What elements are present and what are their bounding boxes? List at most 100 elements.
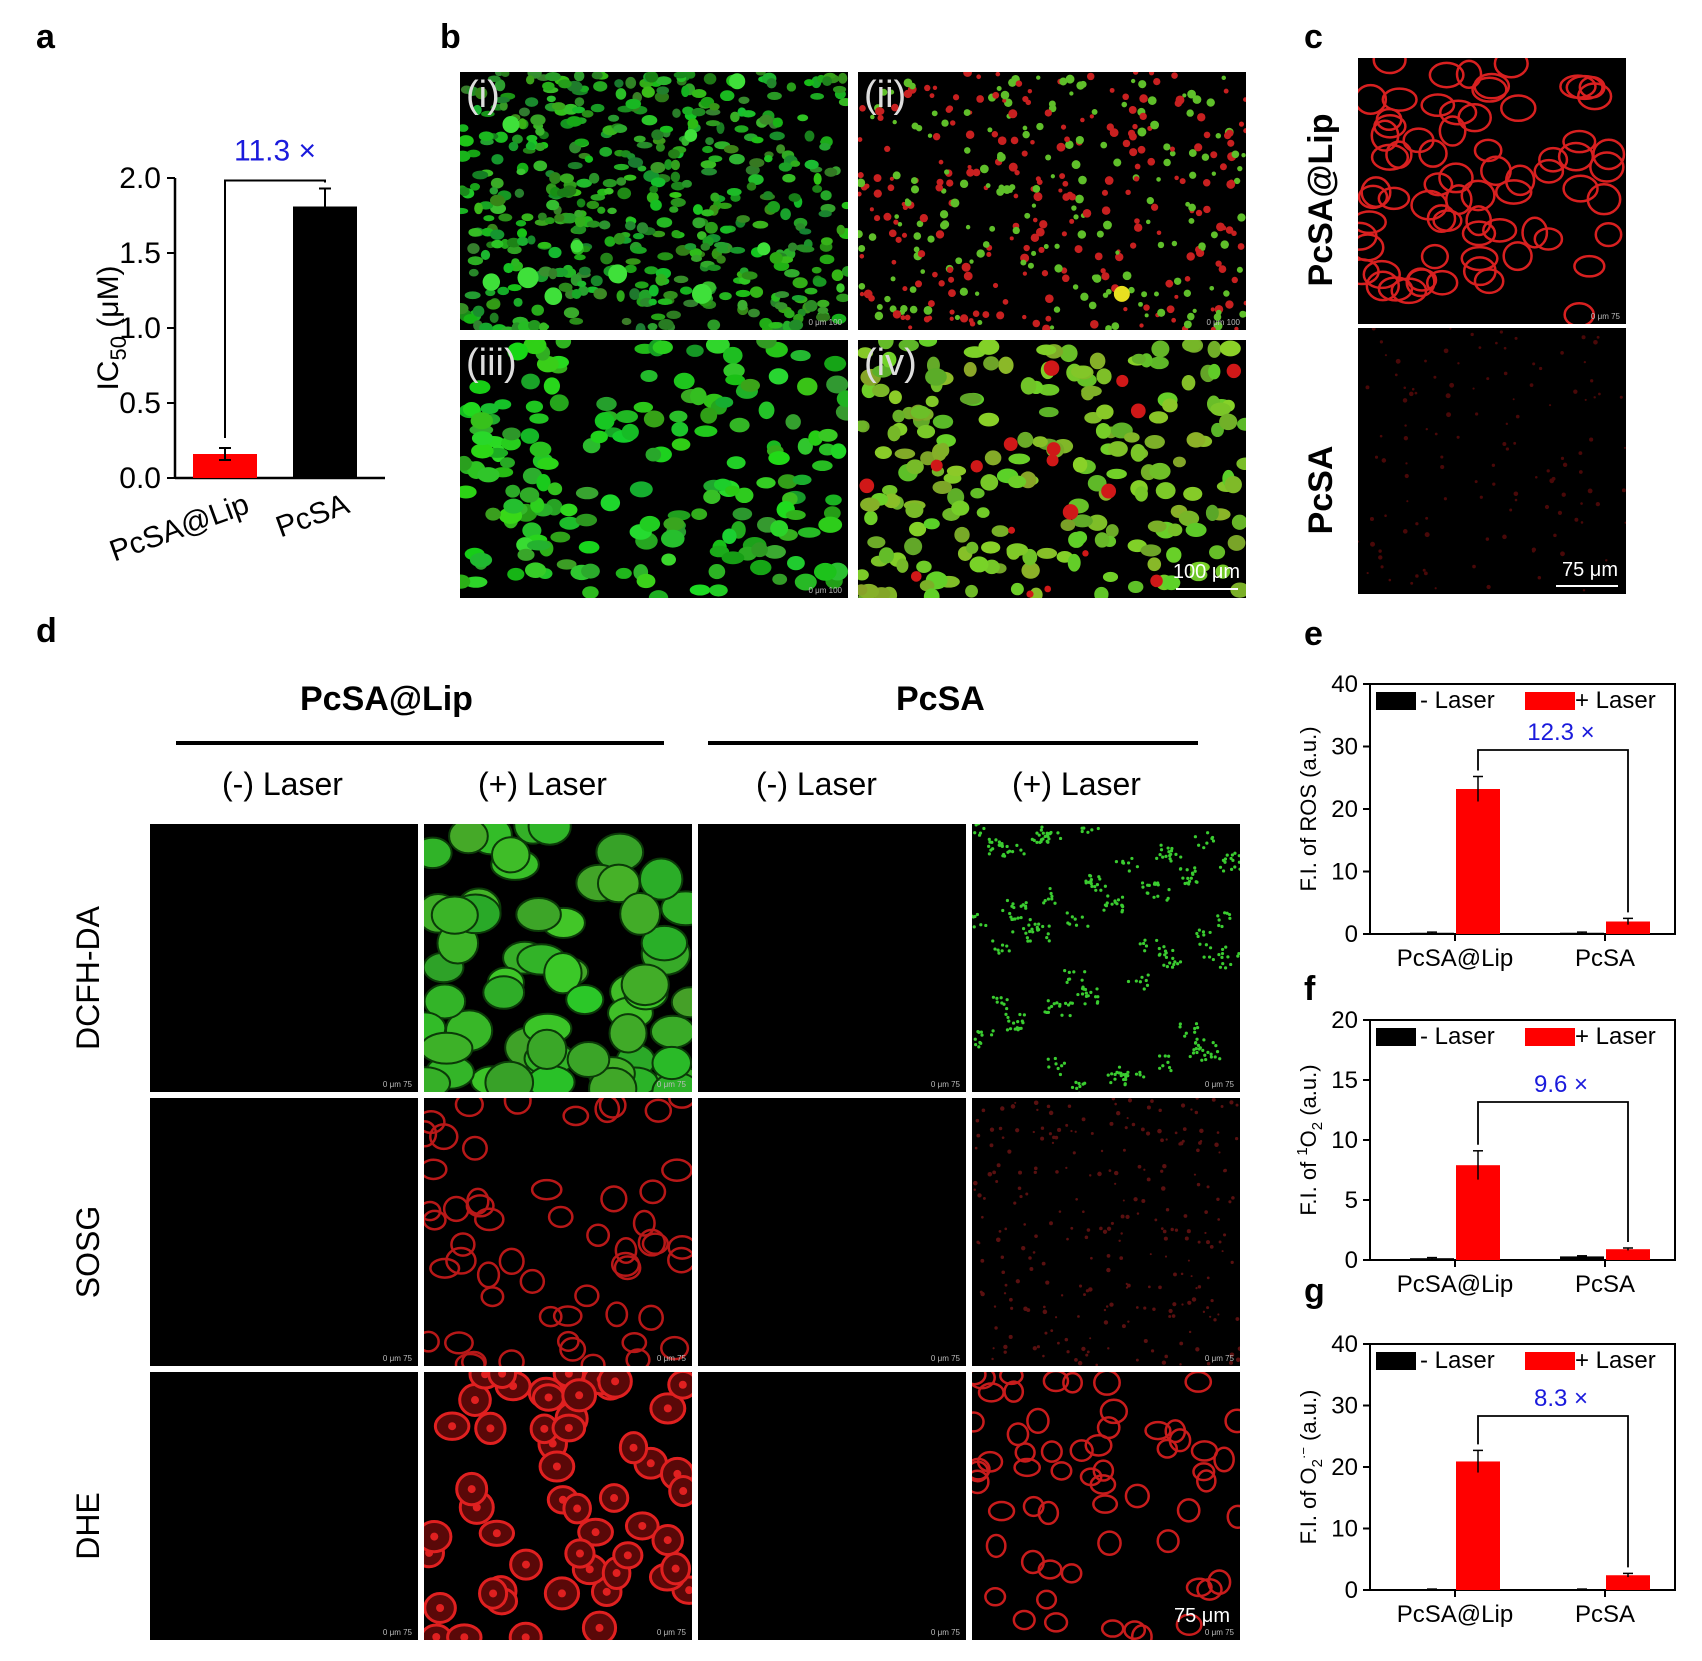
x-tick-label: PcSA [1575, 1601, 1635, 1628]
panel-label-d: d [36, 612, 57, 650]
micrograph-d-dhe-2: 0 μm 75 [698, 1372, 966, 1640]
tiny-scale: 0 μm 75 [930, 1080, 960, 1089]
legend-swatch [1376, 1028, 1416, 1046]
legend-swatch [1525, 1028, 1575, 1046]
fold-annotation: 8.3 × [1534, 1385, 1588, 1412]
legend-label: + Laser [1575, 687, 1656, 714]
panel-label-g: g [1304, 1272, 1325, 1310]
x-tick-label: PcSA@Lip [1397, 1271, 1513, 1298]
y-tick-label: 10 [1331, 859, 1358, 886]
scalebar-line [1556, 585, 1618, 587]
y-tick-label: 2.0 [119, 162, 161, 195]
y-tick-label: 10 [1331, 1516, 1358, 1543]
bar-PcSA@Lip-- Laser [1410, 1258, 1454, 1260]
micrograph-d-sosg-2: 0 μm 75 [698, 1098, 966, 1366]
x-tick-label: PcSA [272, 488, 354, 545]
cell-texture [460, 340, 848, 598]
y-tick-label: 1.0 [119, 312, 161, 345]
bar-PcSA-- Laser [1560, 1589, 1604, 1591]
cell-texture [1358, 328, 1626, 592]
micrograph-d-sosg-3: 0 μm 75 [972, 1098, 1240, 1366]
micrograph-label: (ii) [864, 74, 907, 116]
legend-label: + Laser [1575, 1347, 1656, 1374]
panel-label-a: a [36, 18, 55, 56]
significance-bracket [224, 179, 326, 438]
y-tick-label: 40 [1331, 1331, 1358, 1358]
y-tick-label: 30 [1331, 734, 1358, 761]
scalebar-label: 75 μm [1174, 1605, 1230, 1627]
x-tick-label: PcSA@Lip [105, 488, 253, 569]
micrograph-d-sosg-1: 0 μm 75 [424, 1098, 692, 1366]
tiny-scale: 0 μm 75 [1590, 312, 1620, 321]
legend-label: - Laser [1420, 1023, 1495, 1050]
chart-a-ic50: 0.0 0.5 1.0 1.5 2.0 IC50 (μM) PcSA@Lip PcSA 11.3… [92, 135, 385, 569]
plot-frame [1369, 1019, 1676, 1261]
bar-PcSA@Lip-- Laser [1410, 1589, 1454, 1591]
micrograph-label: (iv) [864, 342, 917, 384]
tiny-scale: 0 μm 75 [930, 1354, 960, 1363]
tiny-scale: 0 μm 75 [382, 1080, 412, 1089]
micrograph-b-iii: (iii) 0 μm 100 [460, 340, 848, 598]
cell-texture [1358, 58, 1626, 324]
group-divider-line [708, 741, 1198, 745]
tiny-scale: 0 μm 100 [808, 318, 842, 327]
column-label: (-) Laser [756, 766, 877, 802]
bar-PcSA-+ Laser [1606, 1575, 1650, 1590]
panel-label-e: e [1304, 615, 1323, 653]
x-tick-label: PcSA@Lip [1397, 1601, 1513, 1628]
micrograph-label: (i) [466, 74, 500, 116]
micrograph-b-iv: (iv) 100 μm [858, 340, 1246, 598]
bar-PcSA-- Laser [1560, 1256, 1604, 1260]
micrograph-c-pcsa: 75 μm [1358, 328, 1626, 594]
bar-PcSA-- Laser [1560, 932, 1604, 935]
micrograph-label: (iii) [466, 342, 517, 384]
y-axis-label: IC50 (μM) [92, 265, 131, 390]
y-tick-label: 0 [1345, 1577, 1358, 1604]
legend-label: - Laser [1420, 1347, 1495, 1374]
chart-f-singlet-oxygen: 0 5 10 15 20 F.I. of 1O2 (a.u.) PcSA@Lip PcSA - … [1294, 1007, 1676, 1298]
tiny-scale: 0 μm 75 [1204, 1354, 1234, 1363]
cell-texture [972, 824, 1240, 1092]
tiny-scale: 0 μm 75 [382, 1628, 412, 1637]
legend-label: - Laser [1420, 687, 1495, 714]
bar-PcSA@Lip-- Laser [1410, 932, 1454, 935]
fold-annotation: 12.3 × [1527, 719, 1594, 746]
scalebar-label: 75 μm [1562, 559, 1618, 581]
column-label: (+) Laser [1012, 766, 1141, 802]
y-tick-label: 0.0 [119, 462, 161, 495]
tiny-scale: 0 μm 75 [1204, 1080, 1234, 1089]
chart-e-ros: 0 10 20 30 40 F.I. of ROS (a.u.) PcSA@Lip PcSA -… [1296, 671, 1676, 972]
significance-bracket [1477, 1101, 1629, 1242]
cell-texture [424, 1372, 692, 1640]
y-tick-label: 1.5 [119, 237, 161, 270]
micrograph-b-ii: (ii) 0 μm 100 [858, 72, 1246, 330]
tiny-scale: 0 μm 75 [382, 1354, 412, 1363]
y-tick-label: 40 [1331, 671, 1358, 698]
plot-frame [1369, 683, 1676, 935]
legend-label: + Laser [1575, 1023, 1656, 1050]
micrograph-b-i: (i) 0 μm 100 [460, 72, 848, 330]
panel-label-f: f [1304, 970, 1316, 1008]
y-tick-label: 20 [1331, 796, 1358, 823]
row-label-dhe: DHE [70, 1492, 106, 1560]
column-label: (-) Laser [222, 766, 343, 802]
panel-c-label-pcsa: PcSA [1302, 445, 1340, 535]
bar-PcSA-+ Laser [1606, 921, 1650, 934]
cell-texture [973, 1098, 1240, 1366]
legend-swatch [1525, 692, 1575, 710]
cell-texture [972, 1372, 1240, 1640]
bar-PcSA@Lip-+ Laser [1456, 1461, 1500, 1590]
y-tick-label: 15 [1331, 1067, 1358, 1094]
fold-annotation: 11.3 × [234, 135, 316, 168]
tiny-scale: 0 μm 75 [1204, 1628, 1234, 1637]
y-tick-label: 0 [1345, 921, 1358, 948]
y-tick-label: 30 [1331, 1393, 1358, 1420]
cell-texture [858, 340, 1246, 598]
legend-swatch [1525, 1352, 1575, 1370]
micrograph-d-dcfh-da-2: 0 μm 75 [698, 824, 966, 1092]
panel-c-label-pcsa-lip: PcSA@Lip [1302, 113, 1340, 287]
y-tick-label: 0 [1345, 1247, 1358, 1274]
cell-texture [424, 824, 692, 1092]
micrograph-d-dhe-3: 0 μm 75 75 μm [972, 1372, 1240, 1640]
micrograph-d-dcfh-da-1: 0 μm 75 [424, 824, 692, 1092]
